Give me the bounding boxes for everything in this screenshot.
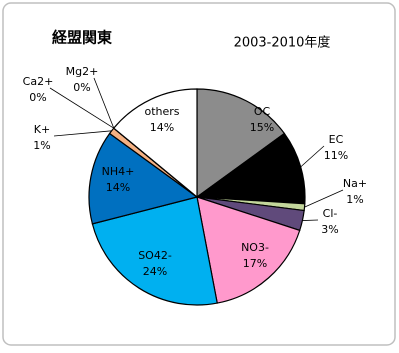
- slice-label: EC: [329, 133, 344, 146]
- leader-line: [300, 145, 325, 168]
- slice-label: Ca2+: [23, 75, 54, 88]
- slice-label: NO3-: [241, 241, 269, 254]
- leader-line: [93, 77, 115, 129]
- slice-label: Cl-: [323, 207, 338, 220]
- slice-value: 0%: [29, 91, 46, 104]
- slice-label: K+: [34, 123, 50, 136]
- slice-value: 14%: [150, 121, 174, 134]
- slice-value: 14%: [106, 181, 130, 194]
- slice-label: SO42-: [138, 249, 172, 262]
- slice-label: OC: [254, 105, 271, 118]
- slice-value: 1%: [33, 139, 50, 152]
- chart-subtitle: 2003-2010年度: [234, 35, 331, 51]
- slice-value: 17%: [243, 257, 267, 270]
- pie-slice: [112, 88, 198, 199]
- chart-title: 経盟関東: [52, 29, 112, 47]
- pie-slice: [196, 196, 301, 304]
- slice-label: Mg2+: [66, 65, 99, 78]
- leader-line: [49, 87, 114, 129]
- slice-label: NH4+: [102, 165, 135, 178]
- pie-slice: [195, 132, 306, 205]
- slice-value: 3%: [321, 223, 338, 236]
- leader-line: [53, 130, 112, 137]
- pie-slice: [91, 196, 218, 306]
- slice-value: 1%: [346, 193, 363, 206]
- leader-line: [304, 189, 344, 208]
- slice-label: Na+: [343, 177, 367, 190]
- leader-line: [302, 219, 319, 221]
- slice-value: 24%: [143, 265, 167, 278]
- slice-value: 11%: [324, 149, 348, 162]
- slice-label: others: [144, 105, 179, 118]
- pie-slice: [88, 132, 199, 225]
- pie-slice: [196, 88, 286, 199]
- slice-value: 15%: [250, 121, 274, 134]
- slice-value: 0%: [73, 81, 90, 94]
